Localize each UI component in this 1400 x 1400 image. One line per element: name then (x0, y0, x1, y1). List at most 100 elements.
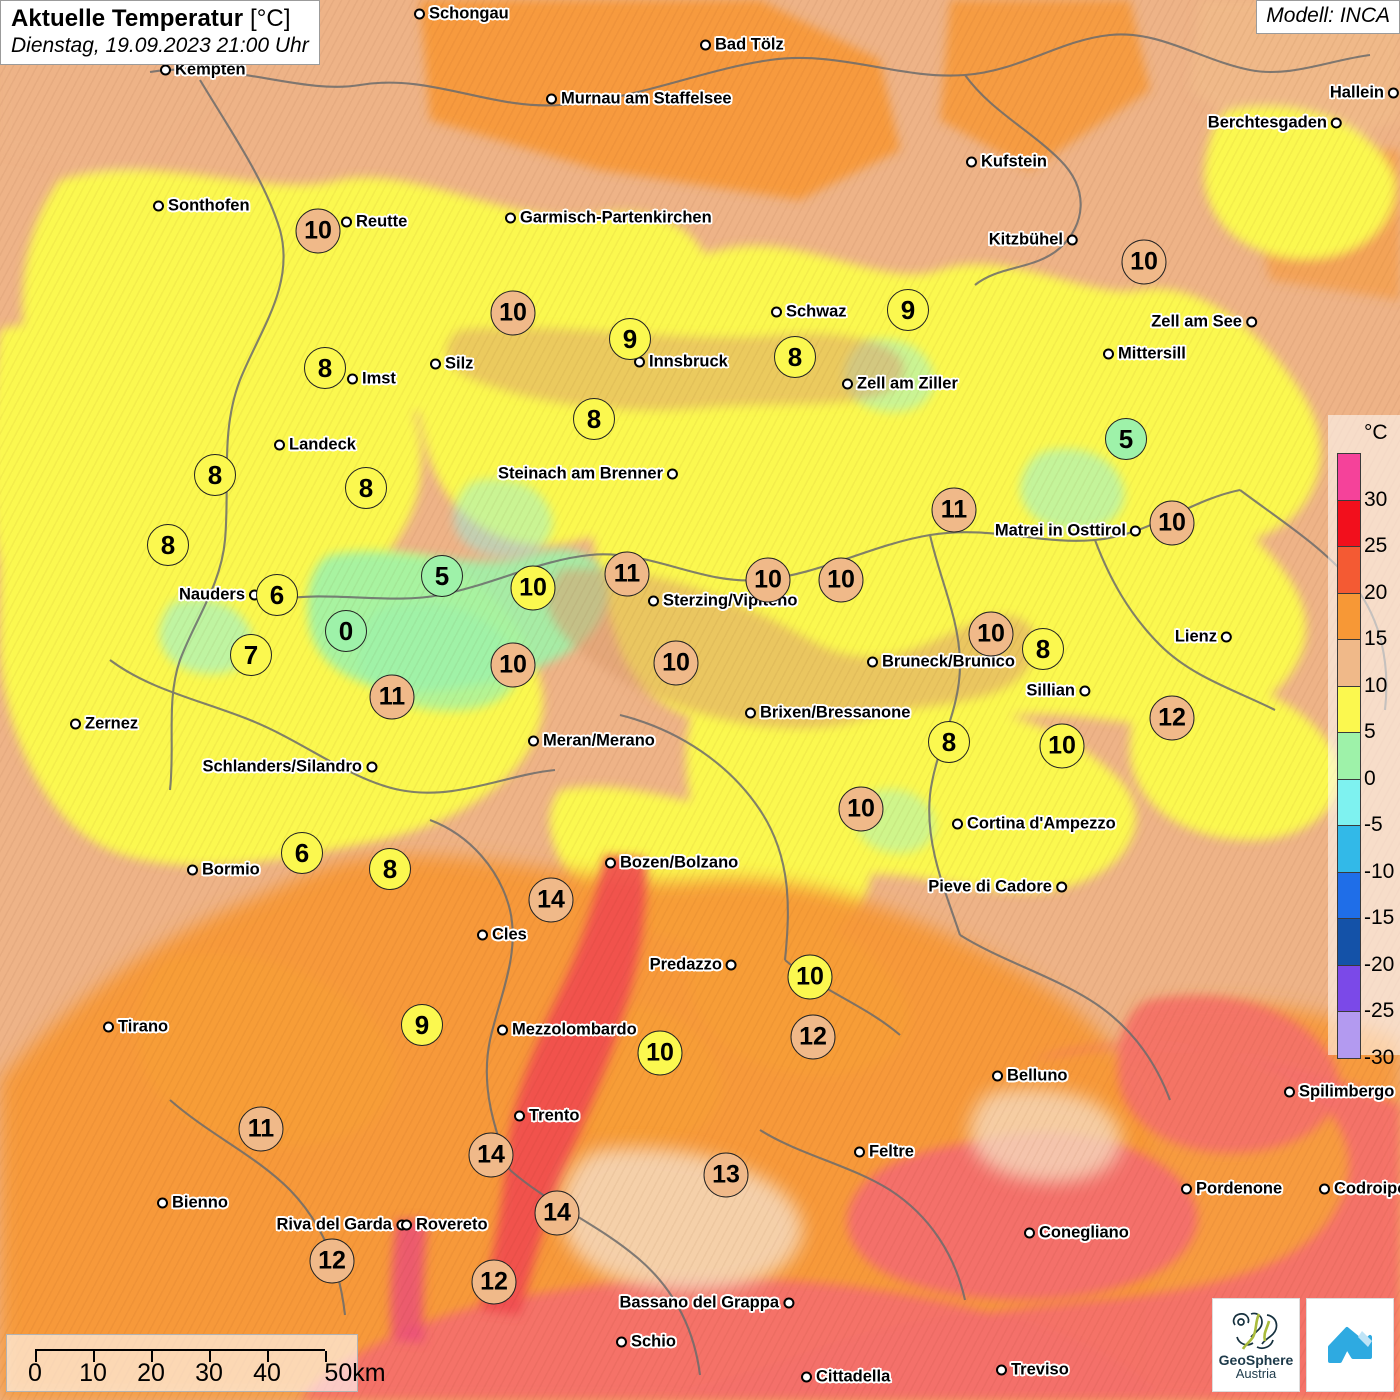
city-marker[interactable]: Silz (430, 355, 473, 374)
city-marker[interactable]: Berchtesgaden (1208, 114, 1342, 133)
temperature-marker[interactable]: 14 (534, 1190, 580, 1236)
temperature-marker[interactable]: 10 (1121, 239, 1167, 285)
temperature-marker[interactable]: 8 (345, 467, 387, 509)
temperature-marker[interactable]: 12 (1149, 695, 1195, 741)
temperature-marker[interactable]: 8 (194, 454, 236, 496)
temperature-marker[interactable]: 14 (468, 1132, 514, 1178)
city-marker[interactable]: Bruneck/Brunico (867, 653, 1015, 672)
city-label: Bad Tölz (715, 35, 784, 54)
temperature-marker[interactable]: 12 (471, 1259, 517, 1305)
city-marker[interactable]: Mezzolombardo (497, 1021, 637, 1040)
city-marker[interactable]: Spilimbergo (1284, 1083, 1394, 1102)
temperature-marker[interactable]: 10 (787, 954, 833, 1000)
city-marker[interactable]: Reutte (341, 213, 407, 232)
temperature-marker[interactable]: 9 (401, 1004, 443, 1046)
city-marker[interactable]: Murnau am Staffelsee (546, 90, 732, 109)
city-marker[interactable]: Bormio (187, 861, 260, 880)
temperature-marker[interactable]: 5 (421, 555, 463, 597)
temperature-marker[interactable]: 10 (818, 557, 864, 603)
city-marker[interactable]: Meran/Merano (528, 732, 655, 751)
city-marker[interactable]: Schlanders/Silandro (202, 758, 377, 777)
temperature-marker[interactable]: 10 (653, 640, 699, 686)
temperature-marker[interactable]: 10 (968, 611, 1014, 657)
city-marker[interactable]: Bad Tölz (700, 36, 784, 55)
temperature-marker[interactable]: 5 (1105, 418, 1147, 460)
temperature-marker[interactable]: 9 (887, 289, 929, 331)
temperature-marker[interactable]: 10 (1039, 723, 1085, 769)
temperature-marker[interactable]: 6 (256, 574, 298, 616)
city-marker[interactable]: Brixen/Bressanone (745, 704, 910, 723)
temperature-marker[interactable]: 12 (309, 1238, 355, 1284)
city-marker[interactable]: Sonthofen (153, 197, 250, 216)
city-marker[interactable]: Imst (347, 370, 396, 389)
city-marker[interactable]: Feltre (854, 1143, 914, 1162)
temperature-marker[interactable]: 10 (745, 557, 791, 603)
temperature-marker[interactable]: 8 (774, 336, 816, 378)
city-marker[interactable]: Bozen/Bolzano (605, 854, 738, 873)
temperature-marker[interactable]: 6 (281, 832, 323, 874)
city-marker[interactable]: Codroipo (1319, 1180, 1400, 1199)
city-marker[interactable]: Schwaz (771, 303, 847, 322)
city-marker[interactable]: Riva del Garda (276, 1216, 407, 1235)
city-marker[interactable]: Pordenone (1181, 1180, 1282, 1199)
city-marker[interactable]: Zell am Ziller (842, 375, 958, 394)
city-marker[interactable]: Schongau (414, 5, 509, 24)
temperature-marker[interactable]: 8 (573, 398, 615, 440)
city-marker[interactable]: Bienno (157, 1194, 228, 1213)
city-marker[interactable]: Kitzbühel (989, 231, 1078, 250)
city-marker[interactable]: Bassano del Grappa (619, 1294, 794, 1313)
city-marker[interactable]: Pieve di Cadore (928, 878, 1067, 897)
city-marker[interactable]: Nauders (179, 586, 260, 605)
temperature-marker[interactable]: 7 (230, 634, 272, 676)
city-marker[interactable]: Schio (616, 1333, 676, 1352)
city-marker[interactable]: Tirano (103, 1018, 168, 1037)
city-label: Pordenone (1196, 1179, 1283, 1198)
city-marker[interactable]: Cles (477, 926, 527, 945)
temperature-marker[interactable]: 10 (838, 786, 884, 832)
city-marker[interactable]: Treviso (996, 1361, 1069, 1380)
temperature-marker[interactable]: 11 (369, 674, 415, 720)
temperature-marker[interactable]: 11 (931, 487, 977, 533)
city-marker[interactable]: Coneglianо (1024, 1224, 1129, 1243)
temperature-marker[interactable]: 8 (928, 721, 970, 763)
city-marker[interactable]: Cittadella (801, 1368, 890, 1387)
city-marker[interactable]: Matrei in Osttirol (995, 522, 1141, 541)
temperature-marker[interactable]: 10 (490, 642, 536, 688)
timestamp: Dienstag, 19.09.2023 21:00 Uhr (11, 34, 309, 57)
temperature-marker[interactable]: 11 (238, 1106, 284, 1152)
temperature-marker[interactable]: 8 (304, 347, 346, 389)
temperature-marker[interactable]: 14 (528, 877, 574, 923)
temperature-marker[interactable]: 10 (637, 1030, 683, 1076)
temperature-marker[interactable]: 11 (604, 551, 650, 597)
city-marker[interactable]: Belluno (992, 1067, 1068, 1086)
temperature-marker[interactable]: 13 (703, 1152, 749, 1198)
city-dot-icon (801, 1371, 812, 1383)
city-marker[interactable]: Landeck (274, 436, 356, 455)
temperature-marker[interactable]: 10 (295, 208, 341, 254)
temperature-marker[interactable]: 12 (790, 1014, 836, 1060)
temperature-marker[interactable]: 10 (490, 290, 536, 336)
city-marker[interactable]: Steinach am Brenner (498, 465, 678, 484)
city-marker[interactable]: Innsbruck (634, 353, 728, 372)
city-marker[interactable]: Mittersill (1103, 345, 1186, 364)
temperature-marker[interactable]: 10 (1149, 500, 1195, 546)
temperature-marker[interactable]: 8 (369, 848, 411, 890)
temperature-marker[interactable]: 0 (325, 610, 367, 652)
city-marker[interactable]: Cortina d'Ampezzo (952, 815, 1116, 834)
city-marker[interactable]: Predazzo (650, 956, 737, 975)
city-marker[interactable]: Kempten (160, 61, 246, 80)
temperature-marker[interactable]: 8 (147, 524, 189, 566)
city-marker[interactable]: Hallein (1330, 84, 1399, 103)
city-marker[interactable]: Lienz (1175, 628, 1232, 647)
city-marker[interactable]: Zernez (70, 715, 138, 734)
city-marker[interactable]: Trento (514, 1107, 579, 1126)
city-marker[interactable]: Zell am See (1151, 313, 1257, 332)
temperature-marker[interactable]: 9 (609, 318, 651, 360)
city-dot-icon (992, 1070, 1003, 1082)
city-marker[interactable]: Sillian (1026, 682, 1090, 701)
temperature-marker[interactable]: 10 (510, 565, 556, 611)
city-marker[interactable]: Kufstein (966, 153, 1047, 172)
city-marker[interactable]: Garmisch-Partenkirchen (505, 209, 712, 228)
temperature-marker[interactable]: 8 (1022, 628, 1064, 670)
city-marker[interactable]: Rovereto (401, 1216, 488, 1235)
